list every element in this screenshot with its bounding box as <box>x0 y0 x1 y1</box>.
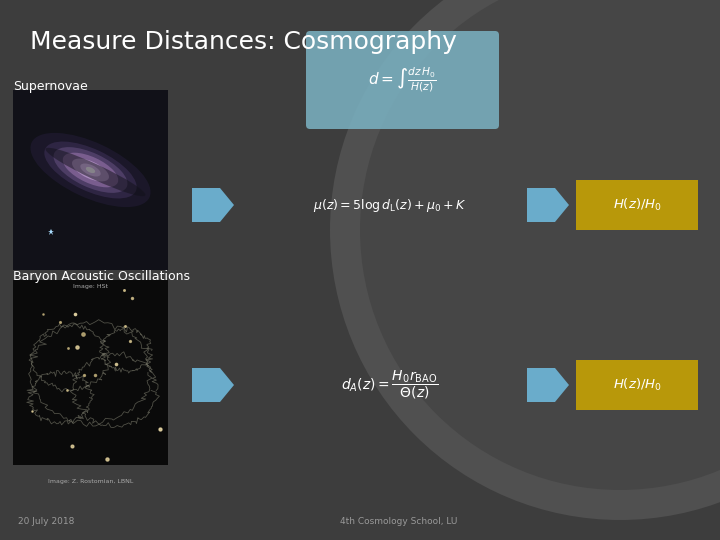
Text: 4th Cosmology School, LU: 4th Cosmology School, LU <box>340 517 457 526</box>
Ellipse shape <box>45 141 137 198</box>
Text: 20 July 2018: 20 July 2018 <box>18 517 74 526</box>
Ellipse shape <box>63 153 118 187</box>
Text: Measure Distances: Cosmography: Measure Distances: Cosmography <box>30 30 457 54</box>
FancyBboxPatch shape <box>576 360 698 410</box>
Polygon shape <box>192 188 234 222</box>
Text: $d_A(z) = \dfrac{H_0 r_{\mathrm{BAO}}}{\Theta(z)}$: $d_A(z) = \dfrac{H_0 r_{\mathrm{BAO}}}{\… <box>341 369 438 401</box>
Ellipse shape <box>72 159 109 181</box>
Text: $H(z)/H_0$: $H(z)/H_0$ <box>613 197 662 213</box>
Circle shape <box>330 0 720 520</box>
Polygon shape <box>527 368 569 402</box>
Text: Baryon Acoustic Oscillations: Baryon Acoustic Oscillations <box>13 270 190 283</box>
Circle shape <box>360 0 720 490</box>
Polygon shape <box>13 90 168 270</box>
Text: Supernovae: Supernovae <box>13 80 88 93</box>
Ellipse shape <box>86 167 95 173</box>
Text: $\mu(z) = 5\log d_{\mathrm{L}}(z) + \mu_0 + K$: $\mu(z) = 5\log d_{\mathrm{L}}(z) + \mu_… <box>313 197 467 213</box>
Polygon shape <box>192 368 234 402</box>
Polygon shape <box>13 280 168 465</box>
Ellipse shape <box>81 164 101 177</box>
FancyBboxPatch shape <box>306 31 499 129</box>
FancyBboxPatch shape <box>576 180 698 230</box>
Text: Image: Z. Rostomian, LBNL: Image: Z. Rostomian, LBNL <box>48 479 133 484</box>
Ellipse shape <box>30 133 150 207</box>
Ellipse shape <box>45 148 145 196</box>
Polygon shape <box>527 188 569 222</box>
Text: Image: HSt: Image: HSt <box>73 284 108 289</box>
Ellipse shape <box>53 147 127 193</box>
Text: $d = \int \frac{dz\, H_0}{H(z)}$: $d = \int \frac{dz\, H_0}{H(z)}$ <box>368 66 437 94</box>
Text: $H(z)/H_0$: $H(z)/H_0$ <box>613 377 662 393</box>
